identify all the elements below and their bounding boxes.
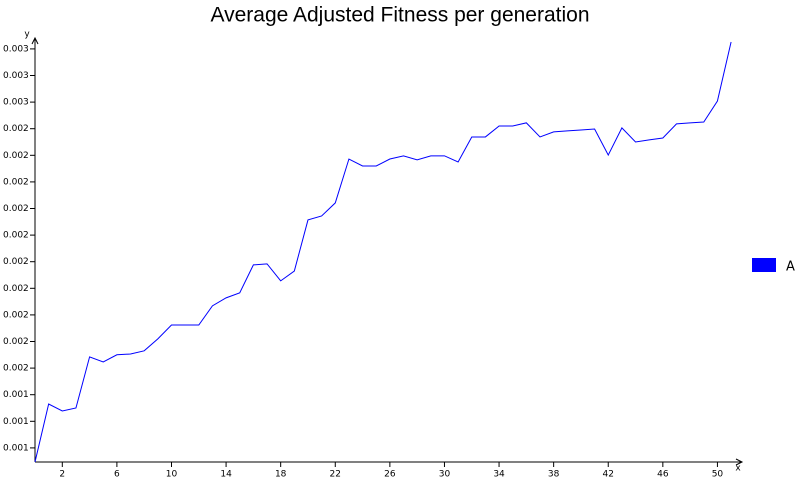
y-tick-label: 0.002 [3, 337, 29, 347]
x-tick-label: 50 [712, 470, 724, 480]
y-tick-label: 0.003 [3, 98, 29, 108]
x-tick-label: 26 [384, 470, 396, 480]
chart-title: Average Adjusted Fitness per generation [210, 4, 589, 27]
x-axis-label: x [735, 464, 741, 474]
x-tick-label: 6 [114, 470, 120, 480]
y-tick-label: 0.002 [3, 257, 29, 267]
x-tick-label: 46 [657, 470, 669, 480]
x-tick-label: 42 [603, 470, 614, 480]
y-tick-label: 0.002 [3, 204, 29, 214]
y-tick-label: 0.002 [3, 310, 29, 320]
y-axis-arrow [31, 36, 39, 45]
x-axis-arrow [735, 458, 744, 466]
y-tick-label: 0.002 [3, 124, 29, 134]
y-tick-label: 0.001 [3, 443, 29, 453]
x-tick-label: 38 [548, 470, 560, 480]
y-tick-label: 0.003 [3, 71, 29, 81]
x-tick-label: 22 [330, 470, 341, 480]
y-tick-label: 0.002 [3, 151, 29, 161]
y-tick-label: 0.001 [3, 390, 29, 400]
x-tick-label: 34 [493, 470, 505, 480]
y-tick-label: 0.001 [3, 417, 29, 427]
x-tick-label: 30 [439, 470, 451, 480]
x-tick-label: 10 [166, 470, 178, 480]
y-axis-label: y [24, 30, 30, 40]
y-tick-label: 0.003 [3, 44, 29, 54]
data-line [34, 41, 732, 463]
legend-label: A [786, 260, 795, 275]
y-tick-label: 0.002 [3, 364, 29, 374]
y-tick-label: 0.002 [3, 284, 29, 294]
legend-swatch [752, 258, 776, 272]
x-tick-label: 2 [59, 470, 65, 480]
y-tick-label: 0.002 [3, 177, 29, 187]
x-tick-label: 14 [220, 470, 232, 480]
y-tick-label: 0.002 [3, 231, 29, 241]
x-tick-label: 18 [275, 470, 287, 480]
